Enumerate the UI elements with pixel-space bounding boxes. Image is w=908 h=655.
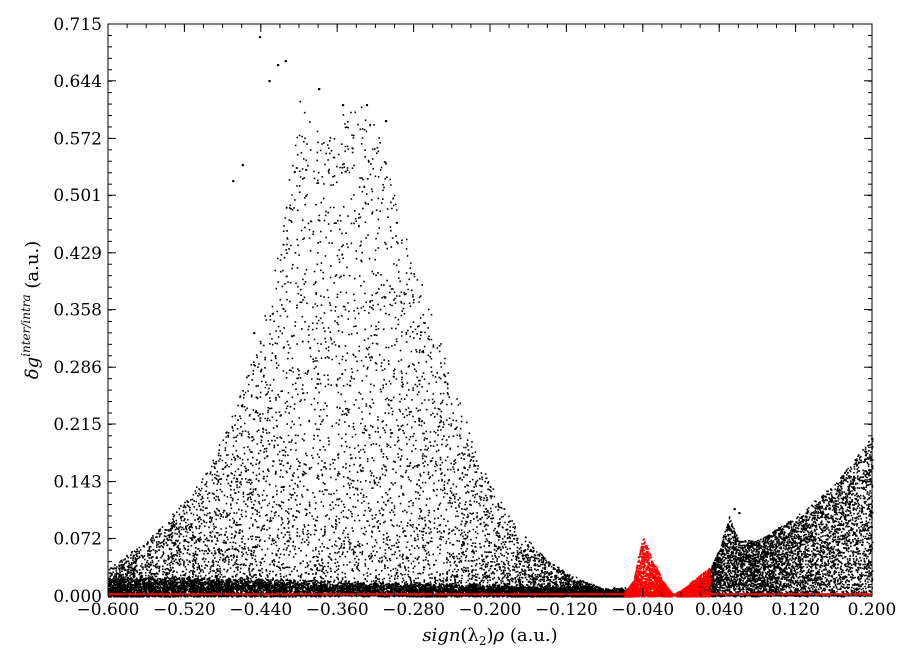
plot-frame bbox=[107, 23, 873, 597]
y-label-sup: inter/intra bbox=[19, 294, 33, 357]
x-tick-labels: −0.600 −0.520 −0.440 −0.360 −0.280 −0.200 −0.1… bbox=[77, 600, 897, 620]
black-highlight-point bbox=[232, 180, 235, 183]
x-label-sub: 2 bbox=[479, 634, 487, 648]
y-tick-label: 0.501 bbox=[53, 186, 102, 206]
black-highlight-point bbox=[251, 436, 254, 439]
black-highlight-point bbox=[365, 104, 369, 107]
x-tick-label: −0.360 bbox=[306, 600, 369, 620]
black-highlight-point bbox=[341, 104, 345, 107]
black-highlight-point bbox=[253, 332, 256, 335]
x-tick-label: −0.120 bbox=[535, 600, 598, 620]
x-tick-label: 0.040 bbox=[695, 600, 744, 620]
x-tick-label: −0.040 bbox=[611, 600, 674, 620]
black-right-band-points bbox=[690, 437, 874, 598]
x-label-func: sign bbox=[422, 625, 460, 646]
series-black-points bbox=[108, 36, 874, 598]
black-highlight-point bbox=[268, 80, 271, 83]
black-highlight-point bbox=[318, 88, 321, 91]
y-tick-label: 0.429 bbox=[53, 244, 102, 264]
y-tick-label: 0.358 bbox=[53, 301, 102, 321]
y-tick-label: 0.644 bbox=[53, 72, 102, 92]
y-tick-label: 0.143 bbox=[53, 473, 102, 493]
x-label-rho: ρ bbox=[493, 625, 505, 646]
x-tick-label: −0.200 bbox=[459, 600, 522, 620]
y-tick-label: 0.572 bbox=[53, 129, 102, 149]
y-tick-labels: 0.000 0.072 0.143 0.215 0.286 0.358 0.429 0.501… bbox=[53, 15, 102, 607]
y-label-units: (a.u.) bbox=[22, 241, 43, 295]
black-highlight-point bbox=[241, 164, 244, 167]
x-tick-label: −0.280 bbox=[382, 600, 445, 620]
black-highlight-point bbox=[258, 36, 262, 39]
x-axis-label: sign(λ2)ρ (a.u.) bbox=[422, 625, 557, 648]
black-highlight-point bbox=[738, 512, 741, 515]
x-tick-label: −0.600 bbox=[77, 600, 140, 620]
black-bottom-band-points bbox=[108, 574, 645, 598]
x-label-open: (λ bbox=[460, 625, 478, 646]
black-envelope-points bbox=[108, 100, 635, 598]
x-tick-label: 0.200 bbox=[848, 600, 897, 620]
y-axis-label: δginter/intra (a.u.) bbox=[19, 241, 43, 379]
x-tick-label: 0.120 bbox=[771, 600, 820, 620]
y-tick-label: 0.286 bbox=[53, 358, 102, 378]
y-label-delta: δg bbox=[22, 357, 43, 379]
axis-ticks bbox=[107, 23, 873, 597]
y-tick-label: 0.715 bbox=[53, 15, 102, 35]
x-label-units: (a.u.) bbox=[504, 625, 558, 646]
x-label-close: ) bbox=[487, 625, 494, 646]
x-tick-label: −0.440 bbox=[229, 600, 292, 620]
black-highlight-point bbox=[384, 120, 388, 123]
black-highlight-point bbox=[277, 64, 280, 67]
y-tick-label: 0.215 bbox=[53, 415, 102, 435]
red-envelope-points bbox=[623, 538, 673, 598]
x-tick-label: −0.520 bbox=[153, 600, 216, 620]
red-right-band-points bbox=[676, 567, 712, 598]
black-highlight-point bbox=[284, 60, 287, 63]
y-tick-label: 0.072 bbox=[53, 529, 102, 549]
black-highlight-point bbox=[733, 508, 736, 511]
y-tick-label: 0.000 bbox=[53, 587, 102, 607]
